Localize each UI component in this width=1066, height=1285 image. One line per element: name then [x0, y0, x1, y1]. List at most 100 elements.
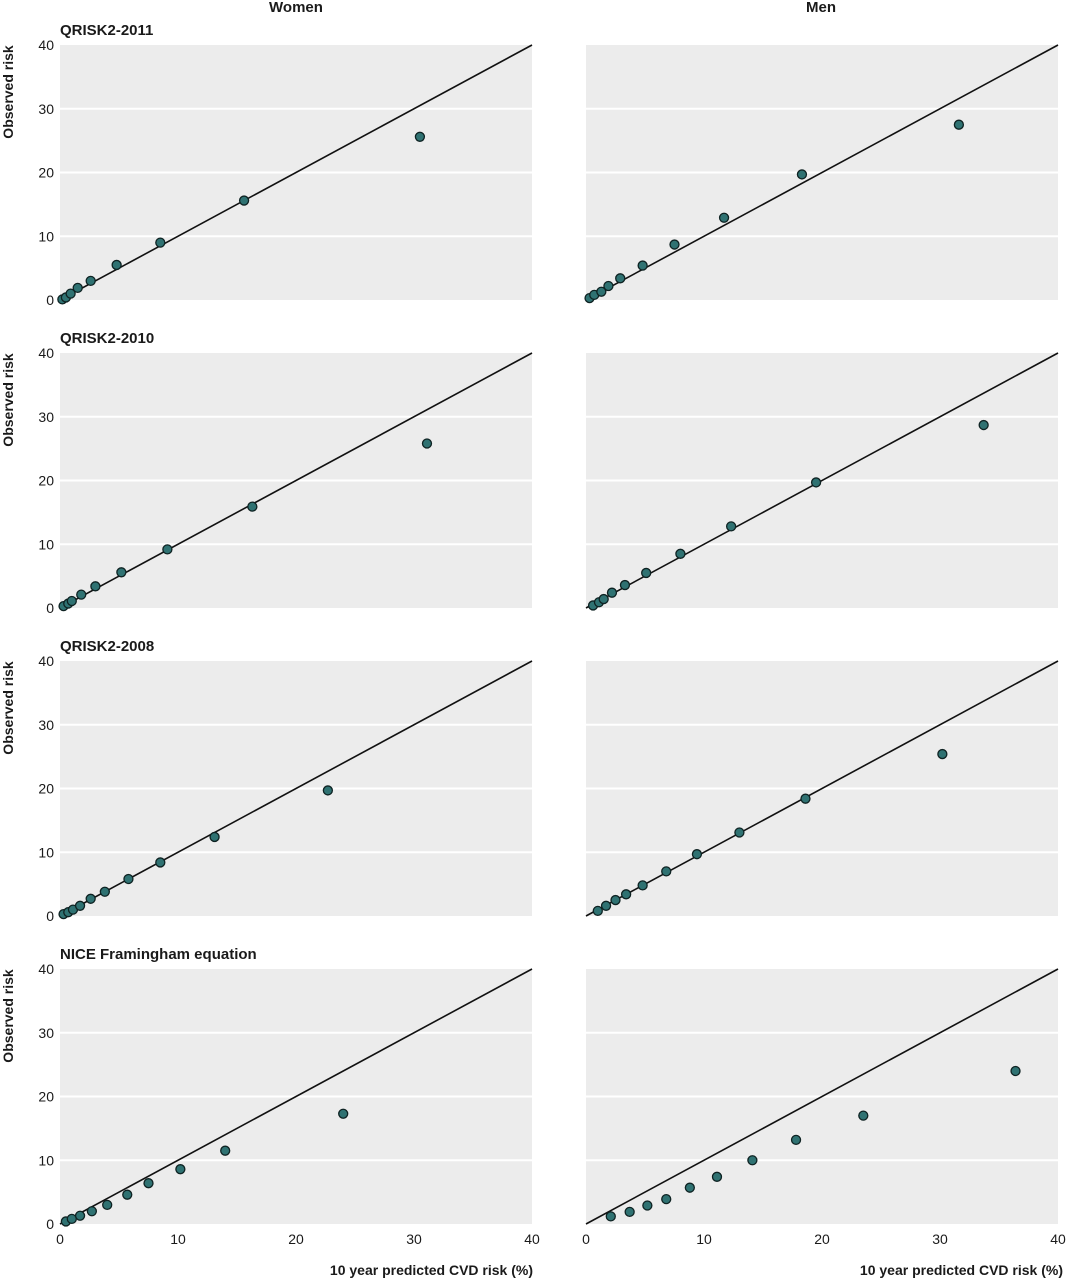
- panel-nice-framingham-equation-women-data-point: [220, 1145, 231, 1156]
- panel-qrisk2-2008-women-y-tick-label: 0: [46, 908, 54, 924]
- panel-qrisk2-2010-women-data-point: [90, 581, 101, 592]
- panel-qrisk2-2011-women-data-point: [72, 282, 83, 294]
- panel-qrisk2-2008-women-data-point: [85, 893, 96, 904]
- panel-nice-framingham-equation-women-x-tick-label: 40: [524, 1231, 540, 1247]
- panel-nice-framingham-equation-women-y-tick-label: 40: [38, 961, 54, 977]
- panel-qrisk2-2011-women: 0 10 20 30 40: [38, 37, 533, 308]
- panel-nice-framingham-equation-men-x-tick-label: 0: [582, 1231, 590, 1247]
- y-axis-title-row-1: Observed risk: [0, 45, 16, 139]
- panel-qrisk2-2010-women-data-point: [66, 595, 77, 607]
- panel-nice-framingham-equation-women-y-tick-label: 30: [38, 1025, 54, 1041]
- panel-qrisk2-2010-women-reference-line: [59, 352, 533, 609]
- panel-qrisk2-2011-women-y-tick-label: 10: [38, 228, 54, 244]
- panel-nice-framingham-equation-men-x-tick-label: 20: [814, 1231, 830, 1247]
- panel-qrisk2-2008-men-data-point: [620, 889, 632, 900]
- panel-nice-framingham-equation-women: 0 10 20 30 40 0 10 20 30 40: [38, 961, 540, 1247]
- panel-qrisk2-2008-women-y-tick-label: 40: [38, 653, 54, 669]
- panel-qrisk2-2010-women-data-point: [76, 589, 87, 600]
- panel-qrisk2-2011-women-y-tick-label: 30: [38, 101, 54, 117]
- panel-nice-framingham-equation-women-data-point: [143, 1178, 154, 1189]
- panel-qrisk2-2011-women-y-tick-label: 40: [38, 37, 54, 53]
- panel-qrisk2-2010-women-y-tick-label: 0: [46, 600, 54, 616]
- panel-nice-framingham-equation-men-data-point: [790, 1134, 802, 1145]
- row-title-qrisk2-2011: QRISK2-2011: [60, 22, 153, 39]
- column-title-men: Men: [806, 0, 836, 16]
- panel-qrisk2-2008-men-data-point: [734, 827, 745, 838]
- row-title-qrisk2-2008: QRISK2-2008: [60, 638, 154, 655]
- panel-qrisk2-2011-women-data-point: [414, 131, 426, 142]
- panel-nice-framingham-equation-women-data-point: [86, 1206, 98, 1217]
- panel-qrisk2-2011-men-data-point: [603, 280, 614, 292]
- panel-nice-framingham-equation-women-y-tick-label: 20: [38, 1089, 54, 1105]
- panel-qrisk2-2011-women-data-point: [238, 195, 250, 206]
- panel-qrisk2-2008-men-data-point: [610, 894, 621, 906]
- panel-nice-framingham-equation-men-data-point: [624, 1206, 635, 1218]
- y-axis-title-row-4: Observed risk: [0, 969, 16, 1063]
- panel-qrisk2-2008-women: 0 10 20 30 40: [38, 653, 533, 924]
- x-axis-title-men: 10 year predicted CVD risk (%): [860, 1262, 1063, 1278]
- panel-nice-framingham-equation-women-data-point: [102, 1199, 113, 1211]
- panel-qrisk2-2011-women-data-point: [155, 237, 166, 248]
- panel-qrisk2-2008-women-data-point: [99, 886, 110, 897]
- panel-qrisk2-2011-men-data-point: [615, 273, 626, 284]
- panel-qrisk2-2010-men-data-point: [598, 593, 609, 605]
- panel-qrisk2-2008-men-data-point: [637, 880, 648, 891]
- panel-nice-framingham-equation-women-x-tick-label: 20: [288, 1231, 304, 1247]
- panel-qrisk2-2011-women-y-tick-label: 0: [46, 292, 54, 308]
- panel-nice-framingham-equation-men-data-point: [711, 1171, 723, 1182]
- panel-qrisk2-2008-men-data-point: [592, 905, 603, 917]
- panel-qrisk2-2008-men-data-point: [661, 866, 672, 877]
- panel-qrisk2-2008-women-y-tick-label: 20: [38, 781, 54, 797]
- panel-nice-framingham-equation-women-data-point: [74, 1210, 86, 1221]
- panel-nice-framingham-equation-women-data-point: [122, 1189, 133, 1200]
- x-axis-title-women: 10 year predicted CVD risk (%): [330, 1262, 533, 1278]
- row-title-qrisk2-2010: QRISK2-2010: [60, 330, 154, 347]
- panel-qrisk2-2010-men-data-point: [978, 419, 989, 431]
- panel-nice-framingham-equation-men-data-point: [1010, 1065, 1021, 1077]
- panel-nice-framingham-equation-women-x-tick-label: 10: [170, 1231, 186, 1247]
- panel-qrisk2-2008-women-data-point: [123, 873, 134, 885]
- panel-qrisk2-2011-women-data-point: [65, 288, 76, 299]
- column-title-women: Women: [269, 0, 323, 16]
- panel-qrisk2-2008-men-data-point: [691, 849, 703, 860]
- panel-qrisk2-2008-women-data-point: [74, 900, 86, 911]
- panel-qrisk2-2010-women: 0 10 20 30 40: [38, 345, 533, 616]
- panels-group: 0 10 20 30 40 0 10 20 30 40 0 10 20 30 40 0 10 20 30 40 0 10 2…: [38, 37, 1066, 1247]
- panel-qrisk2-2010-men-data-point: [606, 587, 618, 598]
- panel-qrisk2-2010-women-y-tick-label: 40: [38, 345, 54, 361]
- panel-nice-framingham-equation-women-y-tick-label: 0: [46, 1216, 54, 1232]
- panel-qrisk2-2011-men-data-point: [796, 169, 808, 180]
- panel-qrisk2-2011-women-y-tick-label: 20: [38, 165, 54, 181]
- panel-qrisk2-2011-men: [584, 44, 1059, 304]
- panel-qrisk2-2010-women-y-tick-label: 10: [38, 536, 54, 552]
- panel-nice-framingham-equation-men-data-point: [747, 1155, 758, 1166]
- panel-nice-framingham-equation-men-data-point: [858, 1110, 869, 1121]
- panel-qrisk2-2011-women-reference-line: [59, 44, 533, 301]
- panel-nice-framingham-equation-men-data-point: [684, 1182, 695, 1193]
- panel-qrisk2-2008-men-data-point: [800, 793, 811, 804]
- panel-qrisk2-2010-women-y-tick-label: 20: [38, 473, 54, 489]
- panel-nice-framingham-equation-women-reference-line: [59, 968, 533, 1225]
- panel-qrisk2-2010-men-data-point: [619, 579, 631, 591]
- panel-nice-framingham-equation-men-x-tick-label: 10: [696, 1231, 712, 1247]
- panel-qrisk2-2011-men-reference-line: [585, 44, 1059, 301]
- panel-qrisk2-2011-men-data-point: [669, 239, 680, 250]
- panel-qrisk2-2010-women-y-tick-label: 30: [38, 409, 54, 425]
- panel-qrisk2-2011-men-data-point: [637, 260, 648, 271]
- panel-qrisk2-2010-women-data-point: [247, 501, 258, 512]
- panel-nice-framingham-equation-men: 0 10 20 30 40: [582, 968, 1066, 1247]
- panel-qrisk2-2010-men-reference-line: [585, 352, 1059, 609]
- panel-qrisk2-2008-women-data-point: [155, 857, 166, 868]
- panel-qrisk2-2008-women-y-tick-label: 30: [38, 717, 54, 733]
- row-title-nice-framingham: NICE Framingham equation: [60, 946, 257, 963]
- panel-qrisk2-2008-men-data-point: [600, 900, 612, 911]
- panel-qrisk2-2008-men-data-point: [937, 748, 948, 760]
- y-axis-title-row-3: Observed risk: [0, 661, 16, 755]
- y-axis-title-row-2: Observed risk: [0, 353, 16, 447]
- panel-qrisk2-2008-women-data-point: [209, 831, 220, 843]
- panel-qrisk2-2011-women-data-point: [85, 275, 96, 287]
- panel-qrisk2-2008-women-y-tick-label: 10: [38, 844, 54, 860]
- panel-qrisk2-2010-women-data-point: [162, 544, 173, 555]
- panel-nice-framingham-equation-women-x-tick-label: 0: [56, 1231, 64, 1247]
